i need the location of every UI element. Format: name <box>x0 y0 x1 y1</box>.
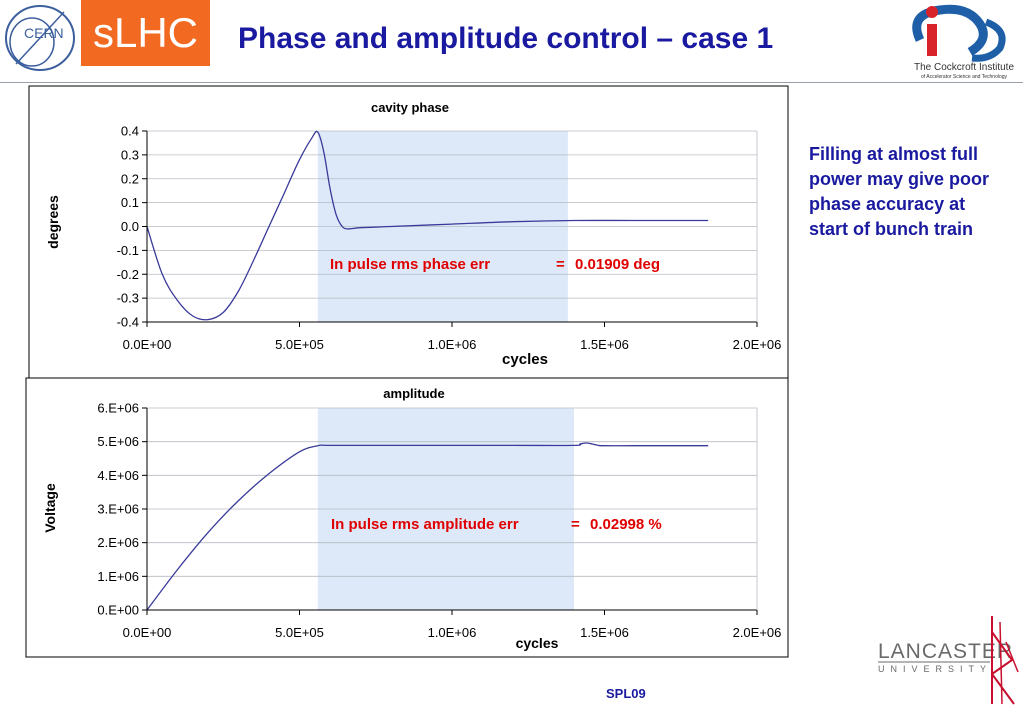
phase-y-tick-label: -0.2 <box>117 267 139 282</box>
cockcroft-name: The Cockcroft Institute <box>913 62 1015 73</box>
phase-chart-title: cavity phase <box>371 100 449 115</box>
cockcroft-subtitle: of Accelerator Science and Technology <box>920 74 1008 80</box>
amplitude-annotation-value: 0.02998 % <box>590 516 662 533</box>
amplitude-y-tick-label: 0.E+00 <box>97 603 139 618</box>
amplitude-y-tick-label: 5.E+06 <box>97 434 139 449</box>
amplitude-x-tick-label: 2.0E+06 <box>733 625 782 640</box>
amplitude-x-tick-label: 1.0E+06 <box>428 625 477 640</box>
phase-x-tick-label: 5.0E+05 <box>275 337 324 352</box>
amplitude-x-axis-label: cycles <box>516 635 559 651</box>
phase-y-tick-label: 0.2 <box>121 171 139 186</box>
slide-title: Phase and amplitude control – case 1 <box>238 22 774 55</box>
amplitude-y-tick-label: 6.E+06 <box>97 401 139 416</box>
amplitude-x-tick-label: 5.0E+05 <box>275 625 324 640</box>
header-divider <box>0 82 1023 83</box>
amplitude-x-tick-label: 1.5E+06 <box>580 625 629 640</box>
amplitude-annotation-eq: = <box>571 516 580 533</box>
amplitude-y-tick-label: 2.E+06 <box>97 535 139 550</box>
cockcroft-logo <box>912 4 1006 62</box>
amplitude-x-tick-label: 0.0E+00 <box>123 625 172 640</box>
phase-y-tick-label: 0.0 <box>121 219 139 234</box>
slhc-logo: sLHC <box>81 0 210 66</box>
phase-x-tick-label: 0.0E+00 <box>123 337 172 352</box>
phase-x-tick-label: 1.0E+06 <box>428 337 477 352</box>
side-note: Filling at almost full power may give po… <box>809 144 990 239</box>
cern-logo-text: CERN <box>24 25 64 41</box>
phase-annotation-eq: = <box>556 256 565 273</box>
phase-annotation-value: 0.01909 deg <box>575 256 660 273</box>
amplitude-y-tick-label: 1.E+06 <box>97 569 139 584</box>
phase-x-tick-label: 1.5E+06 <box>580 337 629 352</box>
lancaster-logo-top: LANCASTER <box>878 640 1013 663</box>
phase-y-tick-label: -0.1 <box>117 243 139 258</box>
phase-y-tick-label: -0.4 <box>117 315 139 330</box>
amplitude-y-tick-label: 3.E+06 <box>97 502 139 517</box>
phase-series-line <box>146 130 709 321</box>
amplitude-series-line <box>146 442 709 611</box>
amplitude-chart: amplitude 0.E+00 1.E+06 2.E+06 3.E+06 4.E+06… <box>25 377 789 658</box>
lancaster-logo: LANCASTER UNIVERSITY <box>878 616 1019 705</box>
amplitude-y-tick-label: 4.E+06 <box>97 468 139 483</box>
phase-annotation-label: In pulse rms phase err <box>330 256 490 273</box>
amplitude-chart-title: amplitude <box>383 386 444 401</box>
phase-x-tick-label: 2.0E+06 <box>733 337 782 352</box>
phase-chart: cavity phase -0.4 -0.3 -0.2 -0.1 0.0 0.1 0.2 0.… <box>28 85 789 380</box>
cern-logo: CERN <box>5 5 75 71</box>
phase-x-axis-label: cycles <box>502 351 548 368</box>
lancaster-logo-bottom: UNIVERSITY <box>878 664 992 674</box>
amplitude-annotation-label: In pulse rms amplitude err <box>331 516 519 533</box>
amplitude-y-axis-label: Voltage <box>42 483 58 533</box>
phase-y-tick-label: 0.4 <box>121 124 139 139</box>
phase-y-tick-label: -0.3 <box>117 291 139 306</box>
phase-y-tick-label: 0.1 <box>121 195 139 210</box>
phase-y-tick-label: 0.3 <box>121 147 139 162</box>
phase-y-axis-label: degrees <box>45 195 61 249</box>
footer-label: SPL09 <box>606 686 646 701</box>
